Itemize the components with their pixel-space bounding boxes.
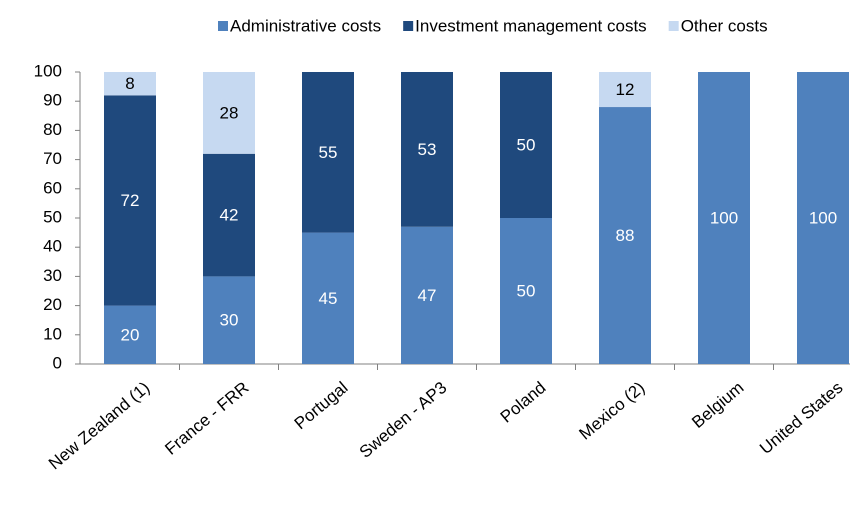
data-label: 42 <box>220 206 239 225</box>
data-label: 53 <box>418 140 437 159</box>
data-label: 30 <box>220 311 239 330</box>
y-tick-label: 10 <box>43 324 62 343</box>
x-tick-label: New Zealand (1) <box>45 378 153 473</box>
y-tick-label: 100 <box>34 61 62 80</box>
data-label: 72 <box>121 191 140 210</box>
y-tick-label: 0 <box>53 353 62 372</box>
bar-segment <box>599 107 651 364</box>
x-tick-label: Belgium <box>688 378 747 432</box>
x-tick-label: Mexico (2) <box>575 378 648 444</box>
bar-segment <box>302 72 354 233</box>
x-tick-label: Portugal <box>291 378 352 433</box>
bar-segment <box>302 232 354 364</box>
bar-segment <box>500 218 552 364</box>
bar-segment <box>203 276 255 364</box>
bar-segment <box>104 72 156 96</box>
y-tick-label: 40 <box>43 237 62 256</box>
bar-segment <box>797 72 849 364</box>
legend-swatch <box>403 21 414 31</box>
bar-segment <box>203 72 255 154</box>
data-label: 8 <box>125 74 134 93</box>
y-tick-label: 50 <box>43 207 62 226</box>
bar-segment <box>104 305 156 364</box>
y-tick-label: 30 <box>43 266 62 285</box>
legend-label: Investment management costs <box>415 16 647 35</box>
y-tick-label: 20 <box>43 295 62 314</box>
x-tick-label: United States <box>756 378 846 458</box>
bar-segment <box>500 72 552 218</box>
data-label: 20 <box>121 325 140 344</box>
data-label: 47 <box>418 286 437 305</box>
data-label: 55 <box>319 143 338 162</box>
legend-label: Other costs <box>681 16 768 35</box>
x-tick-label: Poland <box>497 378 550 427</box>
legend-swatch <box>668 21 679 31</box>
bar-segment <box>203 153 255 277</box>
bar-segment <box>599 72 651 108</box>
bar-segment <box>104 95 156 306</box>
data-label: 28 <box>220 103 239 122</box>
x-tick-label: Sweden - AP3 <box>356 378 451 462</box>
y-tick-label: 80 <box>43 120 62 139</box>
data-label: 100 <box>710 208 738 227</box>
legend-swatch <box>218 21 228 31</box>
data-label: 100 <box>809 208 837 227</box>
bar-segment <box>401 226 453 364</box>
data-label: 12 <box>616 80 635 99</box>
x-tick-label: France - FRR <box>161 378 252 459</box>
data-label: 50 <box>517 135 536 154</box>
y-tick-label: 70 <box>43 149 62 168</box>
data-label: 50 <box>517 281 536 300</box>
y-tick-label: 60 <box>43 178 62 197</box>
data-label: 45 <box>319 289 338 308</box>
bar-segment <box>698 72 750 364</box>
legend-label: Administrative costs <box>230 16 381 35</box>
data-label: 88 <box>616 226 635 245</box>
bar-segment <box>401 72 453 227</box>
y-tick-label: 90 <box>43 91 62 110</box>
